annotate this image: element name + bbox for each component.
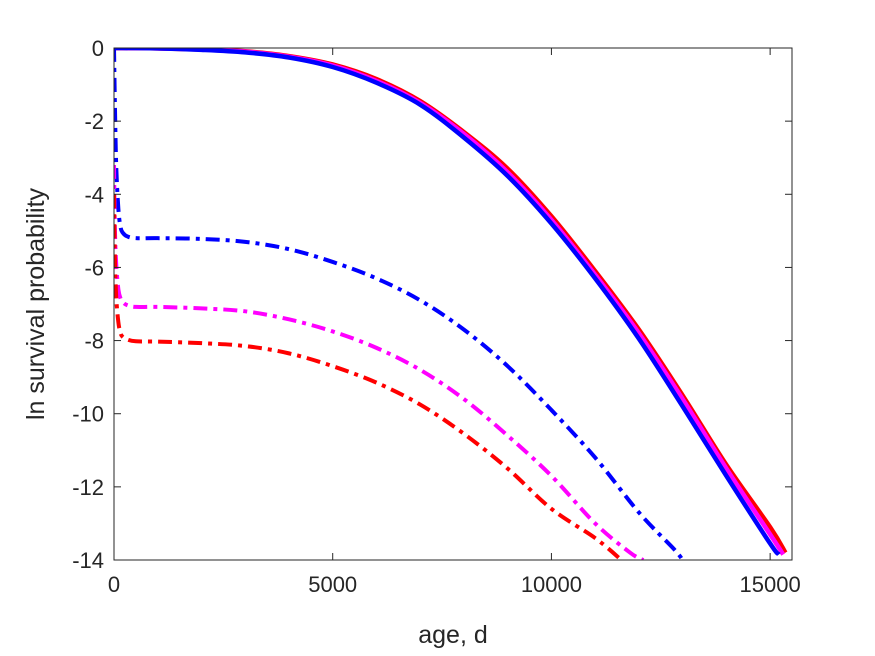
y-tick-label: -12 xyxy=(72,475,104,500)
y-tick-label: 0 xyxy=(92,36,104,61)
tick-layer: 0 5000 10000 15000 0 -2 -4 -6 -8 -10 -12 -14 xyxy=(72,36,801,597)
y-tick-label: -2 xyxy=(84,109,104,134)
y-tick-label: -10 xyxy=(72,402,104,427)
x-tick-label: 5000 xyxy=(308,572,357,597)
x-tick-label: 0 xyxy=(108,572,120,597)
series-line-3 xyxy=(114,48,781,557)
series-line-5 xyxy=(114,165,645,560)
x-axis-label: age, d xyxy=(418,621,488,649)
y-tick-label: -6 xyxy=(84,255,104,280)
series-layer xyxy=(114,48,788,560)
y-tick-label: -4 xyxy=(84,182,104,207)
x-tick-label: 15000 xyxy=(740,572,801,597)
axes-box xyxy=(113,47,793,561)
series-line-6 xyxy=(114,194,623,560)
x-tick-label: 10000 xyxy=(521,572,582,597)
series-line-4 xyxy=(114,48,685,560)
y-axis-label: ln survival probability xyxy=(22,187,50,420)
plot-area xyxy=(114,48,792,560)
y-tick-label: -8 xyxy=(84,329,104,354)
y-tick-label: -14 xyxy=(72,548,104,573)
